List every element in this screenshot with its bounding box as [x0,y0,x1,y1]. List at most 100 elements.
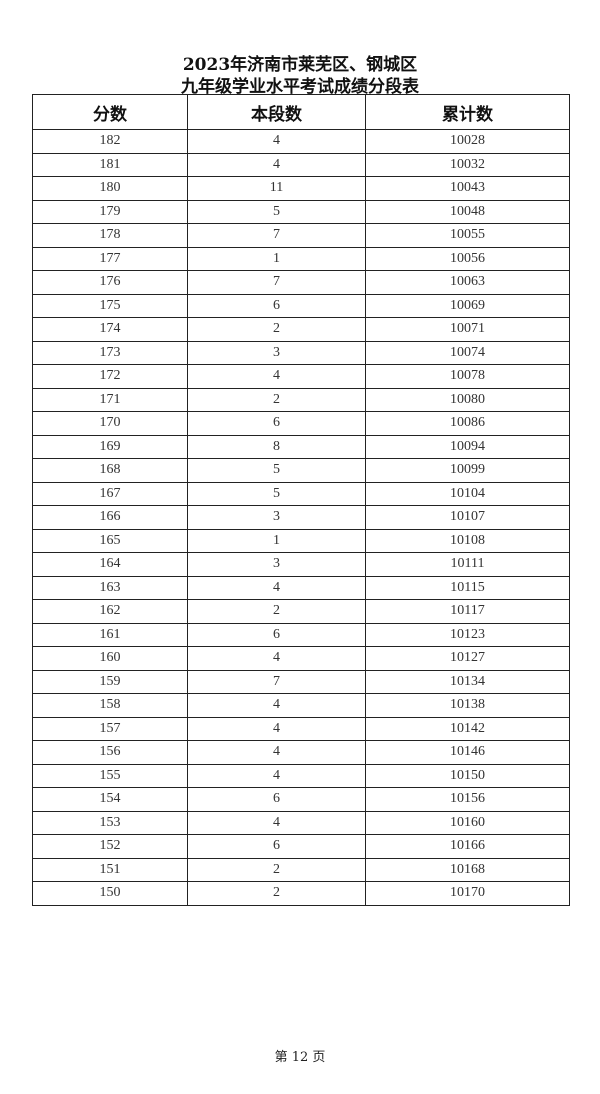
table-row: 155 4 10150 [32,763,570,788]
score-cell: 177 [32,246,188,271]
score-cell: 173 [32,340,188,365]
table-row: 174 2 10071 [32,317,570,342]
table-row: 162 2 10117 [32,599,570,624]
segment-count-cell: 4 [187,810,366,835]
header-cumulative-count: 累计数 [365,94,570,130]
table-row: 178 7 10055 [32,223,570,248]
cumulative-count-cell: 10043 [365,176,570,201]
score-cell: 152 [32,834,188,859]
segment-count-cell: 7 [187,669,366,694]
table-row: 154 6 10156 [32,787,570,812]
cumulative-count-cell: 10127 [365,646,570,671]
cumulative-count-cell: 10063 [365,270,570,295]
cumulative-count-cell: 10078 [365,364,570,389]
table-row: 167 5 10104 [32,481,570,506]
segment-count-cell: 5 [187,458,366,483]
table-row: 173 3 10074 [32,340,570,365]
segment-count-cell: 3 [187,505,366,530]
table-header-row: 分数 本段数 累计数 [32,94,570,130]
segment-count-cell: 4 [187,693,366,718]
cumulative-count-cell: 10099 [365,458,570,483]
segment-count-cell: 6 [187,622,366,647]
segment-count-cell: 7 [187,270,366,295]
cumulative-count-cell: 10104 [365,481,570,506]
cumulative-count-cell: 10160 [365,810,570,835]
segment-count-cell: 6 [187,411,366,436]
segment-count-cell: 4 [187,763,366,788]
table-row: 161 6 10123 [32,622,570,647]
score-cell: 165 [32,528,188,553]
header-segment-count: 本段数 [187,94,366,130]
cumulative-count-cell: 10080 [365,387,570,412]
score-cell: 153 [32,810,188,835]
segment-count-cell: 6 [187,834,366,859]
table-row: 175 6 10069 [32,293,570,318]
score-cell: 171 [32,387,188,412]
cumulative-count-cell: 10168 [365,857,570,882]
segment-count-cell: 3 [187,552,366,577]
score-cell: 150 [32,881,188,906]
document-title-line1: 2023年济南市莱芜区、钢城区 [182,55,418,75]
segment-count-cell: 5 [187,199,366,224]
segment-count-cell: 2 [187,881,366,906]
table-row: 151 2 10168 [32,857,570,882]
cumulative-count-cell: 10134 [365,669,570,694]
table-row: 166 3 10107 [32,505,570,530]
segment-count-cell: 4 [187,575,366,600]
score-cell: 182 [32,129,188,154]
score-cell: 181 [32,152,188,177]
segment-count-cell: 2 [187,317,366,342]
cumulative-count-cell: 10055 [365,223,570,248]
segment-count-cell: 4 [187,152,366,177]
table-row: 163 4 10115 [32,575,570,600]
cumulative-count-cell: 10108 [365,528,570,553]
score-cell: 180 [32,176,188,201]
table-row: 181 4 10032 [32,152,570,177]
cumulative-count-cell: 10048 [365,199,570,224]
score-cell: 176 [32,270,188,295]
table-row: 165 1 10108 [32,528,570,553]
segment-count-cell: 4 [187,740,366,765]
segment-count-cell: 6 [187,787,366,812]
score-cell: 158 [32,693,188,718]
cumulative-count-cell: 10156 [365,787,570,812]
table-row: 171 2 10080 [32,387,570,412]
table-row: 172 4 10078 [32,364,570,389]
segment-count-cell: 2 [187,599,366,624]
table-row: 156 4 10146 [32,740,570,765]
table-row: 159 7 10134 [32,669,570,694]
cumulative-count-cell: 10138 [365,693,570,718]
score-cell: 156 [32,740,188,765]
cumulative-count-cell: 10170 [365,881,570,906]
table-row: 180 11 10043 [32,176,570,201]
score-cell: 155 [32,763,188,788]
score-distribution-table: 分数 本段数 累计数 182 4 10028 181 4 10032 180 11 10043 1… [32,94,570,906]
segment-count-cell: 6 [187,293,366,318]
table-row: 170 6 10086 [32,411,570,436]
score-cell: 178 [32,223,188,248]
segment-count-cell: 4 [187,646,366,671]
cumulative-count-cell: 10142 [365,716,570,741]
cumulative-count-cell: 10123 [365,622,570,647]
cumulative-count-cell: 10146 [365,740,570,765]
segment-count-cell: 11 [187,176,366,201]
cumulative-count-cell: 10150 [365,763,570,788]
page-number: 第 12 页 [274,1050,326,1065]
score-cell: 167 [32,481,188,506]
table-row: 150 2 10170 [32,881,570,906]
table-row: 177 1 10056 [32,246,570,271]
cumulative-count-cell: 10071 [365,317,570,342]
segment-count-cell: 1 [187,528,366,553]
segment-count-cell: 4 [187,129,366,154]
table-row: 160 4 10127 [32,646,570,671]
table-row: 158 4 10138 [32,693,570,718]
cumulative-count-cell: 10115 [365,575,570,600]
table-row: 182 4 10028 [32,129,570,154]
table-row: 164 3 10111 [32,552,570,577]
segment-count-cell: 2 [187,857,366,882]
table-row: 179 5 10048 [32,199,570,224]
score-cell: 164 [32,552,188,577]
cumulative-count-cell: 10094 [365,434,570,459]
score-cell: 151 [32,857,188,882]
score-cell: 154 [32,787,188,812]
